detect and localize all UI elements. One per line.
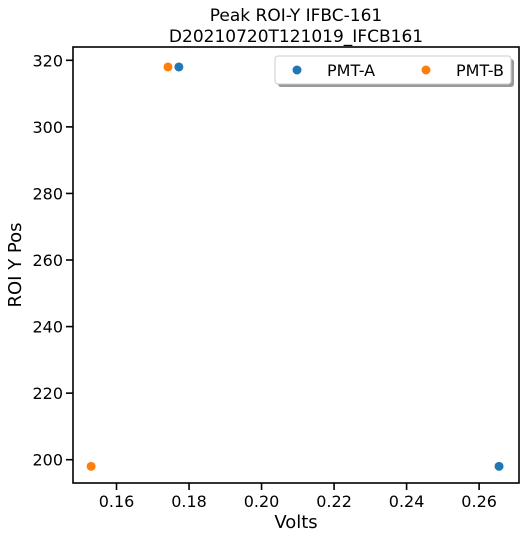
y-tick-label: 260	[32, 251, 63, 270]
x-tick-label: 0.16	[99, 492, 135, 511]
plot-marks	[86, 62, 504, 471]
point-pmt-a-0	[174, 62, 184, 72]
y-axis-label: ROI Y Pos	[5, 222, 26, 307]
x-axis-label: Volts	[274, 512, 317, 533]
y-tick-label: 200	[32, 451, 63, 470]
chart-title-line-1: Peak ROI-Y IFBC-161	[210, 6, 383, 26]
plot-area-frame	[72, 46, 520, 484]
point-pmt-a-1	[494, 461, 504, 471]
legend-label-pmt-b: PMT-B	[456, 61, 504, 80]
x-tick-label: 0.20	[244, 492, 280, 511]
y-tick-label: 300	[32, 118, 63, 137]
y-tick-label: 320	[32, 51, 63, 70]
x-tick-label: 0.26	[461, 492, 497, 511]
legend-marker-pmt-b	[421, 65, 431, 75]
x-tick-label: 0.24	[389, 492, 425, 511]
legend-label-pmt-a: PMT-A	[327, 61, 375, 80]
axis-ticks: 0.16 0.18 0.20 0.22 0.24 0.26 200 220 240 260 280 3…	[32, 51, 496, 511]
x-tick-label: 0.18	[171, 492, 207, 511]
point-pmt-b-0	[163, 62, 173, 72]
legend-marker-pmt-a	[292, 65, 302, 75]
y-tick-label: 220	[32, 384, 63, 403]
y-tick-label: 280	[32, 184, 63, 203]
y-tick-label: 240	[32, 318, 63, 337]
chart-title-line-2: D20210720T121019_IFCB161	[169, 27, 423, 47]
legend-box	[274, 55, 512, 85]
point-pmt-b-1	[86, 461, 96, 471]
legend: PMT-A PMT-B	[274, 55, 514, 87]
x-tick-label: 0.22	[316, 492, 352, 511]
